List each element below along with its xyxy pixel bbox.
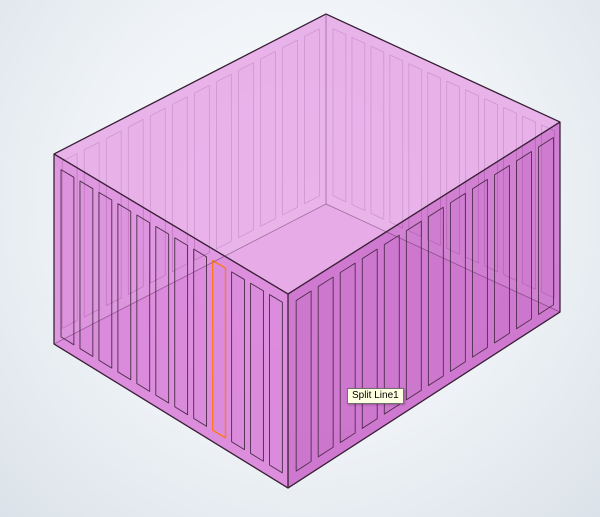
rib[interactable] <box>472 179 487 357</box>
rib[interactable] <box>61 170 74 345</box>
rib[interactable] <box>137 215 150 391</box>
rib[interactable] <box>406 221 421 400</box>
rib[interactable] <box>175 238 188 415</box>
cad-viewport[interactable]: Split Line1 <box>0 0 600 517</box>
rib[interactable] <box>118 204 131 380</box>
rib[interactable] <box>270 295 283 473</box>
feature-tooltip: Split Line1 <box>347 388 404 404</box>
rib[interactable] <box>251 283 264 461</box>
tooltip-label: Split Line1 <box>352 390 399 401</box>
rib[interactable] <box>194 249 207 426</box>
rib[interactable] <box>340 263 355 443</box>
rib[interactable] <box>232 272 245 450</box>
rib[interactable] <box>296 291 311 471</box>
rib[interactable] <box>99 192 112 368</box>
rib[interactable] <box>450 193 465 371</box>
rib[interactable] <box>80 181 93 356</box>
rib[interactable] <box>318 277 333 457</box>
rib[interactable] <box>213 260 226 437</box>
rib[interactable] <box>428 207 443 385</box>
rib[interactable] <box>494 165 509 343</box>
rib[interactable] <box>156 226 169 403</box>
model-canvas[interactable] <box>0 0 600 517</box>
rib[interactable] <box>516 151 531 328</box>
rib[interactable] <box>539 138 554 315</box>
